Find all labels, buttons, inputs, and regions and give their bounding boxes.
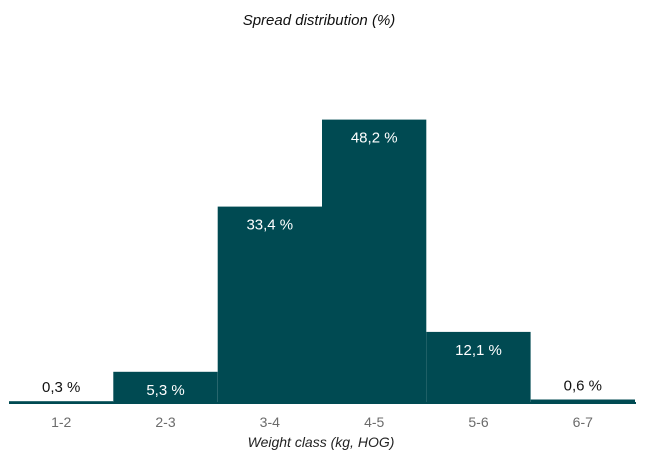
data-label-2-3: 5,3 % xyxy=(146,382,184,399)
x-tick-labels-group: 1-2 2-3 3-4 4-5 5-6 6-7 xyxy=(51,414,593,430)
x-tick-label-1-2: 1-2 xyxy=(51,414,71,430)
x-tick-label-5-6: 5-6 xyxy=(468,414,488,430)
bars-group xyxy=(9,119,635,403)
bar-3-4 xyxy=(217,206,322,403)
data-label-3-4: 33,4 % xyxy=(246,217,293,234)
x-tick-label-4-5: 4-5 xyxy=(364,414,384,430)
data-label-5-6: 12,1 % xyxy=(455,342,502,359)
data-label-1-2: 0,3 % xyxy=(42,379,80,396)
x-tick-label-2-3: 2-3 xyxy=(155,414,175,430)
x-tick-label-6-7: 6-7 xyxy=(573,414,593,430)
bar-6-7 xyxy=(530,399,635,403)
bar-5-6 xyxy=(426,331,531,403)
x-tick-label-3-4: 3-4 xyxy=(260,414,280,430)
x-axis-title: Weight class (kg, HOG) xyxy=(248,434,395,450)
chart-title: Spread distribution (%) xyxy=(243,12,396,29)
data-label-4-5: 48,2 % xyxy=(351,130,398,147)
data-label-6-7: 0,6 % xyxy=(564,378,602,395)
bar-4-5 xyxy=(322,119,427,403)
data-labels-group: 0,3 % 5,3 % 33,4 % 48,2 % 12,1 % 0,6 % xyxy=(42,130,602,399)
bar-2-3 xyxy=(113,371,218,403)
